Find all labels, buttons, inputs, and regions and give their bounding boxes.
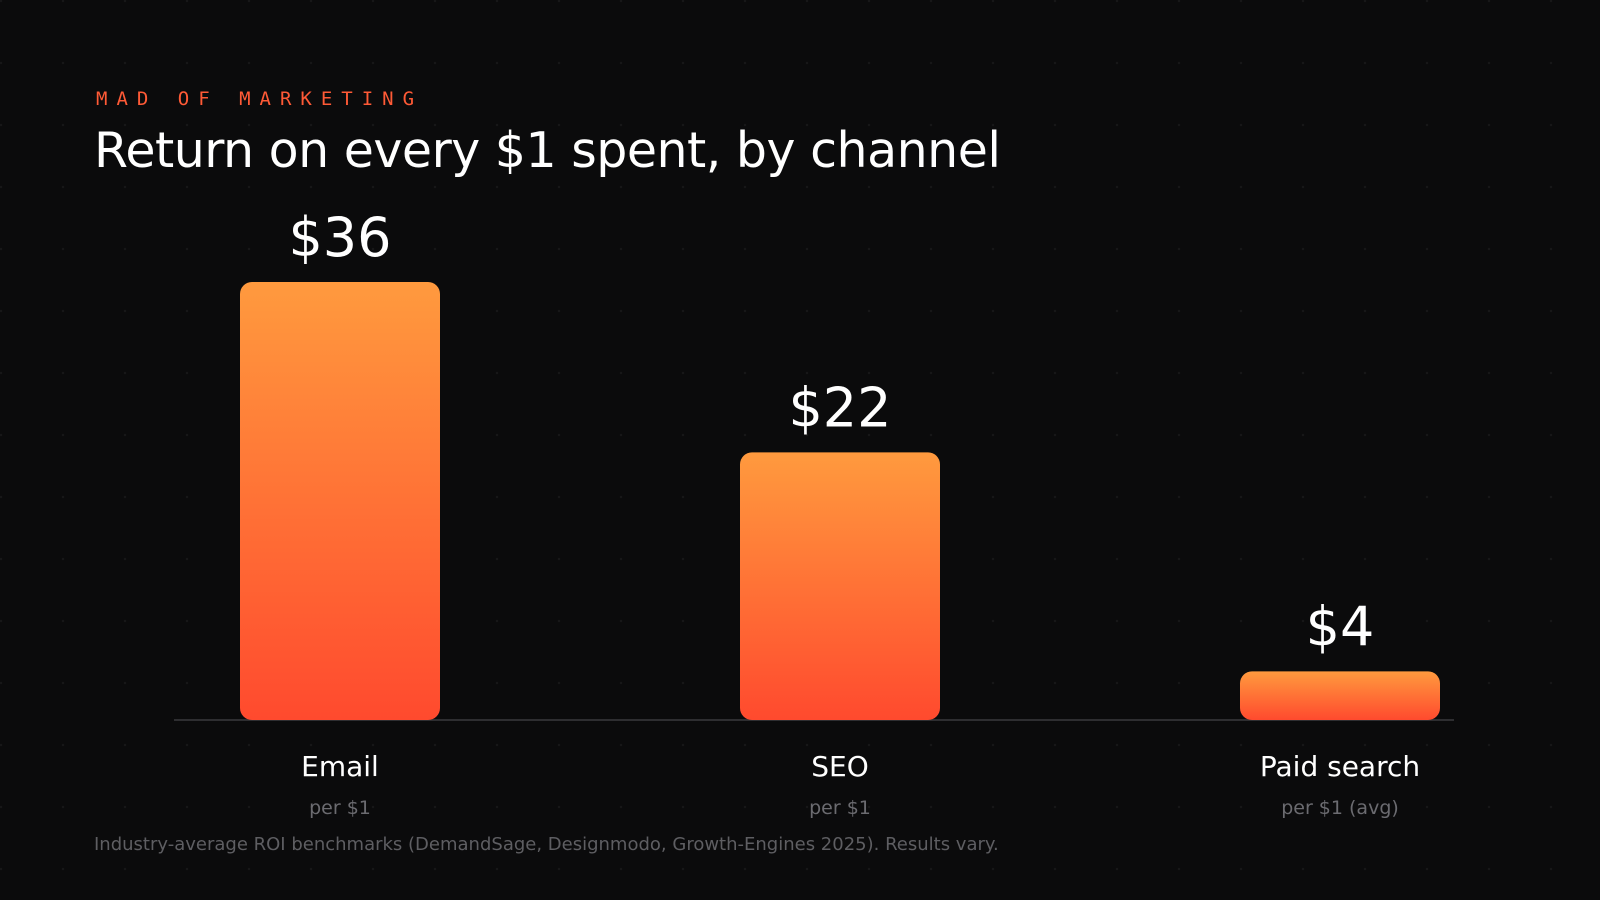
category-sublabel: per $1: [309, 797, 371, 819]
value-label: $4: [1306, 595, 1375, 658]
category-label: Paid search: [1260, 750, 1420, 783]
category-label: Email: [301, 750, 379, 783]
source-footnote: Industry-average ROI benchmarks (DemandS…: [94, 834, 999, 855]
value-label: $22: [788, 376, 891, 439]
kicker-label: MAD OF MARKETING: [96, 88, 424, 110]
bar-seo: [740, 452, 940, 720]
category-sublabel: per $1 (avg): [1281, 797, 1399, 819]
category-label: SEO: [811, 750, 869, 783]
value-label: $36: [288, 206, 391, 269]
chart-title: Return on every $1 spent, by channel: [94, 122, 1001, 179]
bar-paid-search: [1240, 671, 1440, 720]
bar-email: [240, 282, 440, 720]
category-sublabel: per $1: [809, 797, 871, 819]
